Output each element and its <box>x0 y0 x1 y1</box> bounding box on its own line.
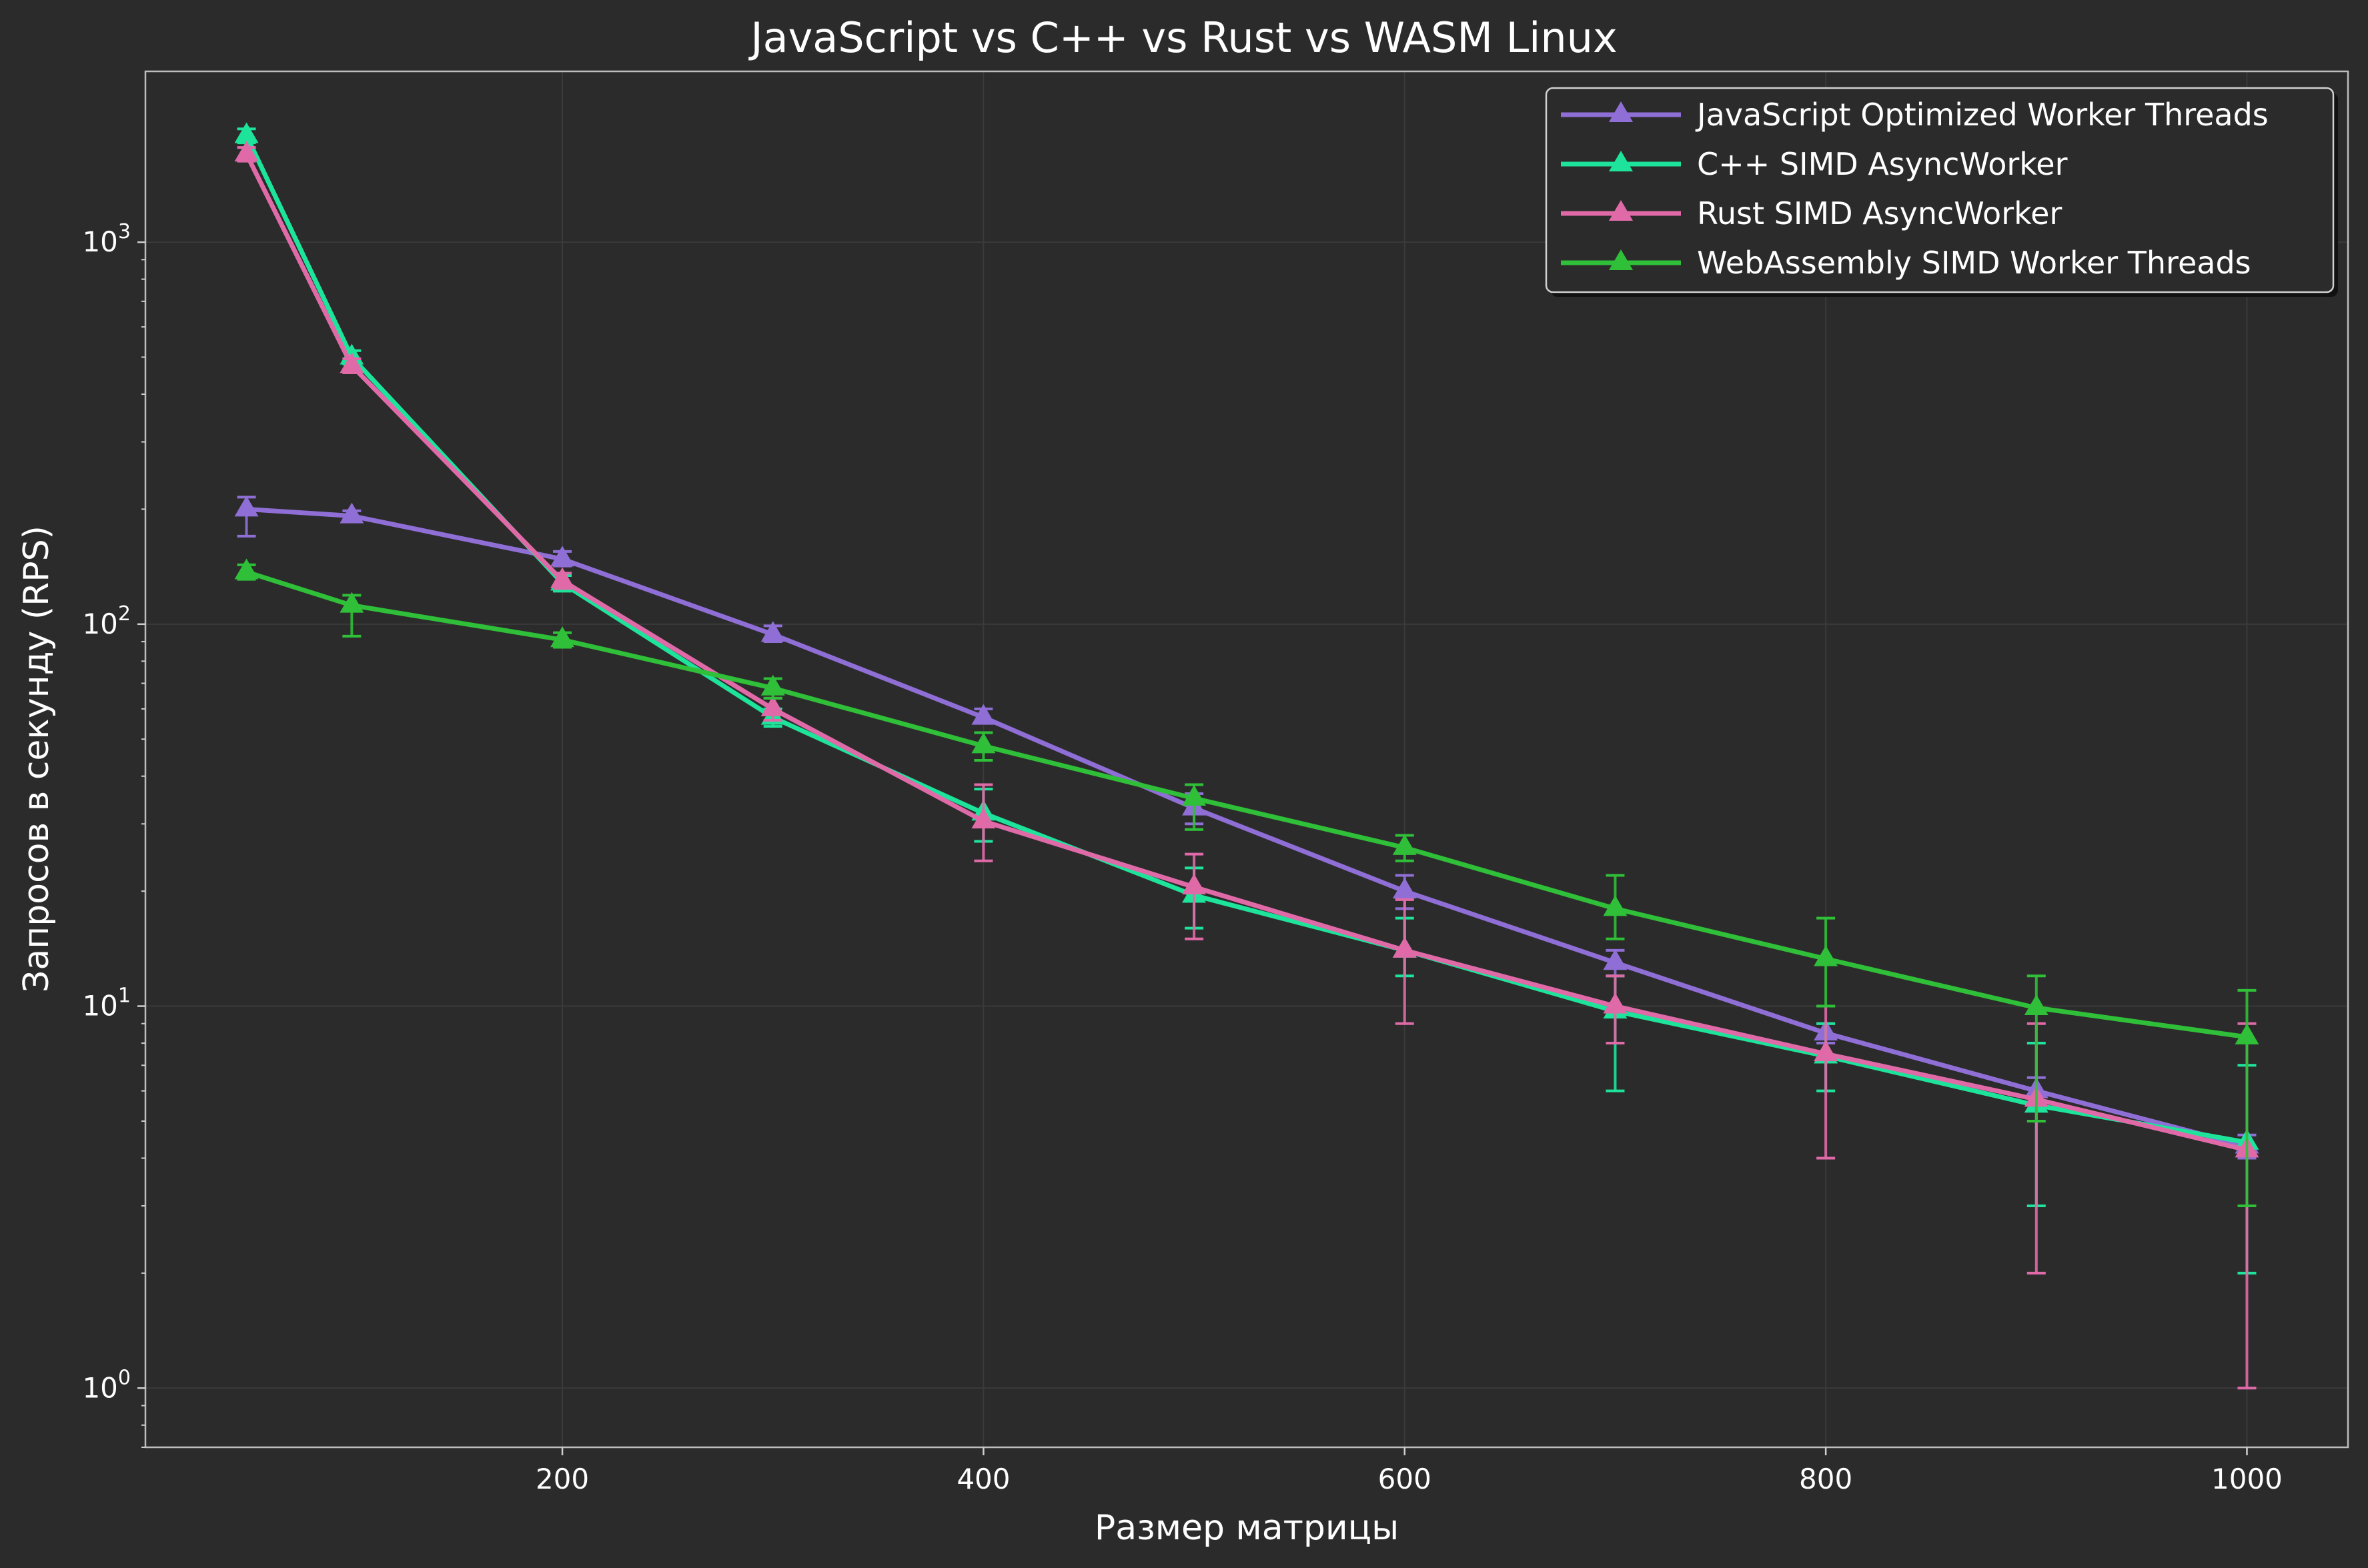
y-tick-label: 103 <box>82 220 131 258</box>
data-point <box>971 732 996 754</box>
x-tick-label: 400 <box>957 1463 1010 1495</box>
legend-swatch-marker <box>1609 249 1633 270</box>
data-point <box>550 567 575 588</box>
y-tick-base: 10 <box>82 225 117 258</box>
data-point <box>1392 834 1417 855</box>
legend: JavaScript Optimized Worker Threads C++ S… <box>1545 87 2338 297</box>
data-point <box>1603 949 1628 970</box>
legend-label: JavaScript Optimized Worker Threads <box>1695 97 2269 133</box>
legend-swatch-marker <box>1609 101 1633 122</box>
x-axis-label: Размер матрицы <box>1095 1508 1399 1548</box>
chart-title: JavaScript vs C++ vs Rust vs WASM Linux <box>748 13 1617 62</box>
data-point <box>1392 878 1417 899</box>
legend-box <box>1545 87 2335 293</box>
data-point <box>340 592 364 613</box>
x-tick-label: 800 <box>1799 1463 1852 1495</box>
data-point <box>971 704 996 725</box>
data-point <box>971 808 996 829</box>
data-point <box>2235 1023 2259 1044</box>
y-axis-label: Запросов в секунду (RPS) <box>17 526 57 992</box>
data-point <box>2024 994 2048 1016</box>
data-point <box>550 626 575 648</box>
data-point <box>234 122 259 143</box>
plot-area <box>234 122 2259 1390</box>
y-tick-exponent: 0 <box>118 1366 131 1389</box>
data-point <box>550 546 575 567</box>
y-tick-base: 10 <box>82 990 117 1022</box>
legend-label: WebAssembly SIMD Worker Threads <box>1697 245 2251 281</box>
data-point <box>1182 874 1207 895</box>
data-point <box>340 502 364 524</box>
data-point <box>1814 1040 1838 1062</box>
y-tick-label: 100 <box>82 1366 131 1404</box>
x-tick-label: 200 <box>536 1463 589 1495</box>
data-point <box>760 621 785 642</box>
data-point <box>760 674 785 696</box>
y-tick-exponent: 1 <box>118 984 131 1008</box>
x-tick-label: 600 <box>1378 1463 1431 1495</box>
data-point <box>234 141 259 162</box>
plot-frame <box>144 70 2349 1449</box>
data-point <box>234 496 259 517</box>
data-point <box>1814 945 1838 966</box>
data-point <box>234 558 259 580</box>
legend-swatch-marker <box>1609 151 1633 171</box>
legend-swatch-marker <box>1609 200 1633 221</box>
data-point <box>1603 992 1628 1014</box>
data-point <box>1182 784 1207 806</box>
x-tick-label: 1000 <box>2211 1463 2283 1495</box>
data-point <box>340 352 364 373</box>
data-point <box>1392 936 1417 958</box>
y-tick-base: 10 <box>82 608 117 640</box>
series-4 <box>234 558 2259 1208</box>
data-point <box>1603 895 1628 916</box>
data-point <box>760 695 785 716</box>
y-tick-exponent: 2 <box>118 602 131 626</box>
y-tick-label: 101 <box>82 984 131 1022</box>
x-axis: 200 400 600 800 1000 <box>536 1447 2283 1495</box>
y-tick-base: 10 <box>82 1371 117 1404</box>
legend-label: C++ SIMD AsyncWorker <box>1697 146 2068 182</box>
y-tick-label: 102 <box>82 602 131 640</box>
y-tick-exponent: 3 <box>118 220 131 243</box>
legend-label: Rust SIMD AsyncWorker <box>1697 195 2062 231</box>
